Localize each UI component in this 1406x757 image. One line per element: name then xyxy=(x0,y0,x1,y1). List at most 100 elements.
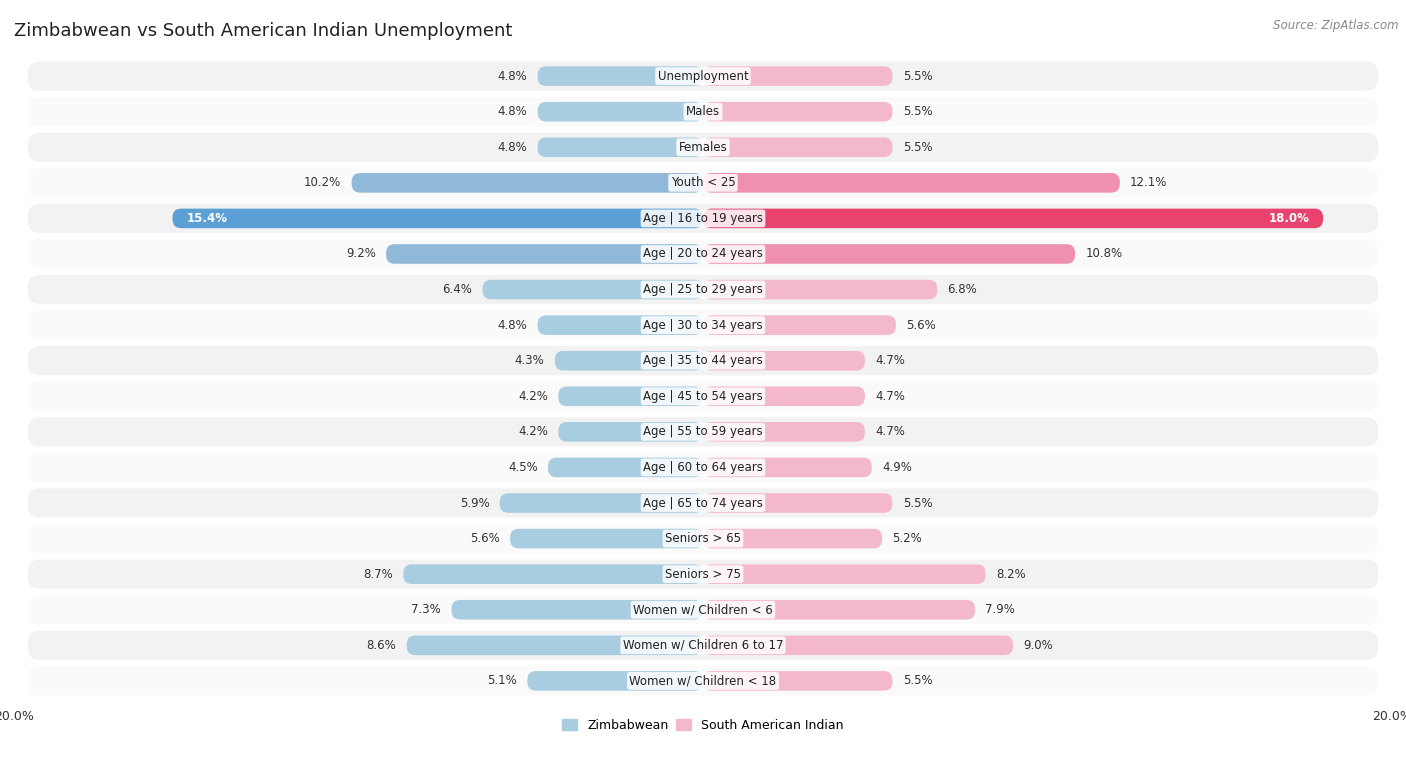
Text: 8.7%: 8.7% xyxy=(363,568,392,581)
FancyBboxPatch shape xyxy=(28,488,1378,518)
FancyBboxPatch shape xyxy=(703,494,893,512)
Text: Age | 20 to 24 years: Age | 20 to 24 years xyxy=(643,248,763,260)
FancyBboxPatch shape xyxy=(703,565,986,584)
FancyBboxPatch shape xyxy=(703,600,976,619)
Text: 4.7%: 4.7% xyxy=(875,425,905,438)
FancyBboxPatch shape xyxy=(703,209,1323,228)
Text: 4.3%: 4.3% xyxy=(515,354,544,367)
FancyBboxPatch shape xyxy=(28,61,1378,91)
Text: 18.0%: 18.0% xyxy=(1268,212,1309,225)
FancyBboxPatch shape xyxy=(703,636,1012,655)
FancyBboxPatch shape xyxy=(28,666,1378,696)
Text: 8.6%: 8.6% xyxy=(367,639,396,652)
Text: 5.5%: 5.5% xyxy=(903,70,932,83)
FancyBboxPatch shape xyxy=(451,600,703,619)
FancyBboxPatch shape xyxy=(703,351,865,370)
Text: Zimbabwean vs South American Indian Unemployment: Zimbabwean vs South American Indian Unem… xyxy=(14,22,512,40)
FancyBboxPatch shape xyxy=(703,316,896,335)
Text: 4.8%: 4.8% xyxy=(498,141,527,154)
Text: 4.2%: 4.2% xyxy=(519,425,548,438)
Text: 7.3%: 7.3% xyxy=(412,603,441,616)
FancyBboxPatch shape xyxy=(555,351,703,370)
Text: 9.2%: 9.2% xyxy=(346,248,375,260)
Text: 4.2%: 4.2% xyxy=(519,390,548,403)
FancyBboxPatch shape xyxy=(703,671,893,690)
FancyBboxPatch shape xyxy=(527,671,703,690)
FancyBboxPatch shape xyxy=(499,494,703,512)
FancyBboxPatch shape xyxy=(28,453,1378,482)
Text: 5.5%: 5.5% xyxy=(903,141,932,154)
FancyBboxPatch shape xyxy=(703,173,1119,192)
Text: Women w/ Children < 18: Women w/ Children < 18 xyxy=(630,674,776,687)
Text: 4.9%: 4.9% xyxy=(882,461,912,474)
Text: 9.0%: 9.0% xyxy=(1024,639,1053,652)
FancyBboxPatch shape xyxy=(703,422,865,441)
Text: Males: Males xyxy=(686,105,720,118)
FancyBboxPatch shape xyxy=(28,275,1378,304)
Text: 10.8%: 10.8% xyxy=(1085,248,1122,260)
Text: Source: ZipAtlas.com: Source: ZipAtlas.com xyxy=(1274,19,1399,32)
FancyBboxPatch shape xyxy=(703,67,893,86)
FancyBboxPatch shape xyxy=(482,280,703,299)
Text: 5.1%: 5.1% xyxy=(488,674,517,687)
Text: Age | 55 to 59 years: Age | 55 to 59 years xyxy=(643,425,763,438)
FancyBboxPatch shape xyxy=(28,239,1378,269)
Text: 4.8%: 4.8% xyxy=(498,70,527,83)
FancyBboxPatch shape xyxy=(558,387,703,406)
Text: Age | 65 to 74 years: Age | 65 to 74 years xyxy=(643,497,763,509)
Text: 6.4%: 6.4% xyxy=(443,283,472,296)
Text: Age | 35 to 44 years: Age | 35 to 44 years xyxy=(643,354,763,367)
Text: 5.6%: 5.6% xyxy=(470,532,499,545)
FancyBboxPatch shape xyxy=(28,417,1378,447)
Text: 4.7%: 4.7% xyxy=(875,354,905,367)
Text: 15.4%: 15.4% xyxy=(186,212,228,225)
Text: 5.5%: 5.5% xyxy=(903,674,932,687)
Text: Youth < 25: Youth < 25 xyxy=(671,176,735,189)
FancyBboxPatch shape xyxy=(406,636,703,655)
Text: 4.8%: 4.8% xyxy=(498,105,527,118)
Text: 4.5%: 4.5% xyxy=(508,461,537,474)
Text: 5.6%: 5.6% xyxy=(907,319,936,332)
FancyBboxPatch shape xyxy=(404,565,703,584)
Text: Unemployment: Unemployment xyxy=(658,70,748,83)
Text: Women w/ Children < 6: Women w/ Children < 6 xyxy=(633,603,773,616)
FancyBboxPatch shape xyxy=(28,346,1378,375)
Text: Females: Females xyxy=(679,141,727,154)
FancyBboxPatch shape xyxy=(537,102,703,121)
FancyBboxPatch shape xyxy=(548,458,703,477)
Text: 12.1%: 12.1% xyxy=(1130,176,1167,189)
FancyBboxPatch shape xyxy=(28,97,1378,126)
Text: 8.2%: 8.2% xyxy=(995,568,1025,581)
FancyBboxPatch shape xyxy=(537,67,703,86)
FancyBboxPatch shape xyxy=(703,387,865,406)
Text: Age | 45 to 54 years: Age | 45 to 54 years xyxy=(643,390,763,403)
Text: 6.8%: 6.8% xyxy=(948,283,977,296)
FancyBboxPatch shape xyxy=(537,138,703,157)
FancyBboxPatch shape xyxy=(28,524,1378,553)
FancyBboxPatch shape xyxy=(28,595,1378,625)
FancyBboxPatch shape xyxy=(352,173,703,192)
FancyBboxPatch shape xyxy=(703,245,1076,263)
Text: 10.2%: 10.2% xyxy=(304,176,342,189)
FancyBboxPatch shape xyxy=(28,168,1378,198)
Text: Age | 60 to 64 years: Age | 60 to 64 years xyxy=(643,461,763,474)
Text: Seniors > 75: Seniors > 75 xyxy=(665,568,741,581)
FancyBboxPatch shape xyxy=(173,209,703,228)
FancyBboxPatch shape xyxy=(703,138,893,157)
Text: 7.9%: 7.9% xyxy=(986,603,1015,616)
Text: 5.2%: 5.2% xyxy=(893,532,922,545)
FancyBboxPatch shape xyxy=(28,204,1378,233)
FancyBboxPatch shape xyxy=(387,245,703,263)
FancyBboxPatch shape xyxy=(28,132,1378,162)
FancyBboxPatch shape xyxy=(28,382,1378,411)
FancyBboxPatch shape xyxy=(703,458,872,477)
Text: 5.5%: 5.5% xyxy=(903,105,932,118)
FancyBboxPatch shape xyxy=(703,280,938,299)
FancyBboxPatch shape xyxy=(703,529,882,548)
Text: 4.7%: 4.7% xyxy=(875,390,905,403)
Text: Women w/ Children 6 to 17: Women w/ Children 6 to 17 xyxy=(623,639,783,652)
FancyBboxPatch shape xyxy=(537,316,703,335)
Text: Age | 16 to 19 years: Age | 16 to 19 years xyxy=(643,212,763,225)
Text: Seniors > 65: Seniors > 65 xyxy=(665,532,741,545)
FancyBboxPatch shape xyxy=(510,529,703,548)
